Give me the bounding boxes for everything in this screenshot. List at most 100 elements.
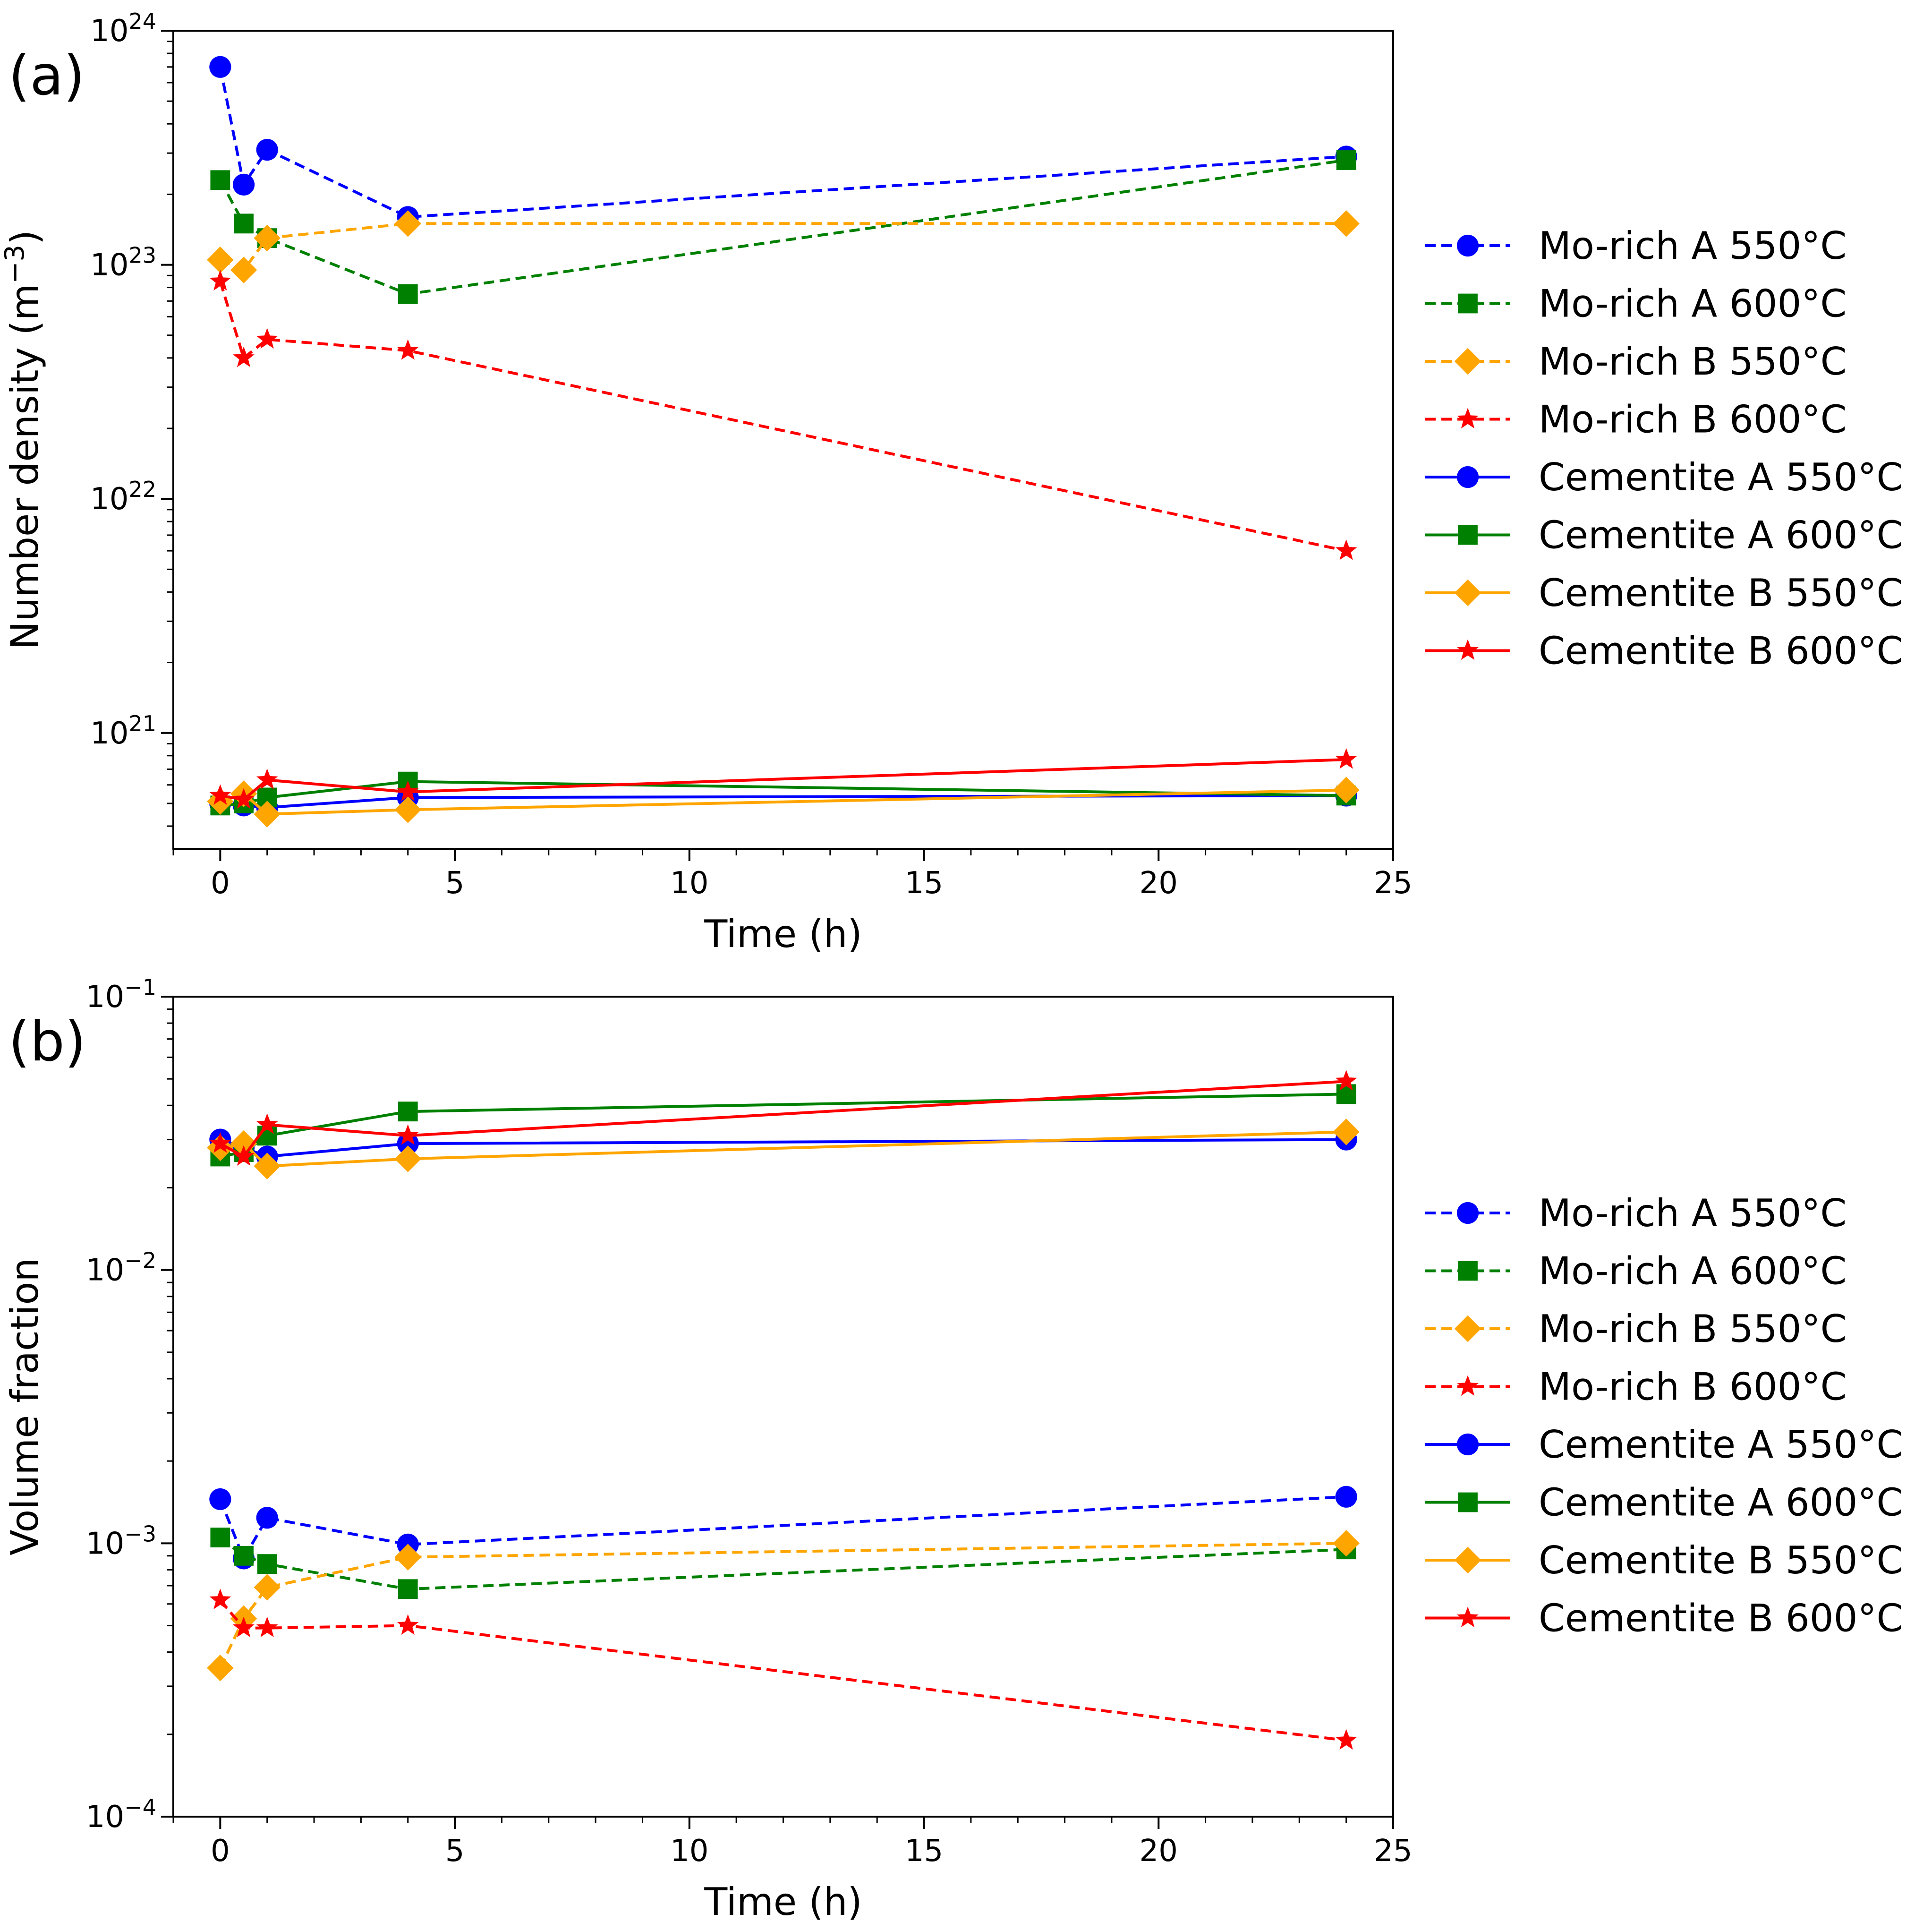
panel-b-point-mo-rich-b-600-c: [233, 1616, 255, 1638]
panel-b-point-mo-rich-a-550-c: [256, 1507, 278, 1529]
panel-a-x-axis-label: Time (h): [704, 912, 862, 956]
panel-b-line-cementite-b-550-c: [220, 1130, 1346, 1168]
panel-b-series-cementite-b-550-c: [207, 1119, 1360, 1179]
panel-a-series-mo-rich-b-550-c: [207, 210, 1360, 283]
panel-b-point-mo-rich-b-550-c: [1333, 1530, 1360, 1557]
legend-swatch-marker: [1456, 466, 1479, 488]
legend-item-mo-rich-b-600-c: Mo-rich B 600°C: [1425, 1365, 1847, 1409]
panel-a-point-cementite-b-600-c: [233, 788, 255, 809]
panel-a-point-mo-rich-a-550-c: [232, 173, 255, 196]
panel-b-point-cementite-b-600-c: [1335, 1070, 1357, 1091]
panel-a-point-mo-rich-b-600-c: [397, 339, 419, 360]
panel-a-point-mo-rich-a-600-c: [398, 284, 418, 304]
legend-swatch-marker: [1458, 1492, 1478, 1512]
legend-item-mo-rich-b-550-c: Mo-rich B 550°C: [1425, 340, 1847, 384]
panel-b-line-mo-rich-b-600-c: [219, 1599, 1347, 1742]
panel-a-point-mo-rich-b-550-c: [394, 210, 421, 237]
panel-a-point-mo-rich-b-600-c: [233, 346, 255, 367]
panel-a-point-mo-rich-a-550-c: [256, 138, 278, 161]
panel-a-point-mo-rich-a-600-c: [234, 213, 254, 234]
legend-swatch-marker: [1456, 1202, 1479, 1224]
panel-b-panel-label: (b): [9, 1010, 86, 1074]
panel-a-point-mo-rich-b-550-c: [230, 256, 257, 283]
legend-item-cementite-a-600-c: Cementite A 600°C: [1425, 1481, 1903, 1525]
legend-swatch-marker: [1454, 1546, 1481, 1574]
panel-a-line-mo-rich-a-600-c: [219, 159, 1347, 296]
panel-a-x-tick-label: 5: [445, 866, 465, 901]
legend-item-cementite-b-600-c: Cementite B 600°C: [1425, 1597, 1903, 1640]
panel-b-point-mo-rich-b-600-c: [1335, 1729, 1357, 1750]
legend-item-mo-rich-a-600-c: Mo-rich A 600°C: [1425, 1249, 1847, 1293]
panel-a-line-mo-rich-a-550-c: [219, 67, 1346, 219]
panel-b-y-tick-label: 10−2: [86, 1248, 156, 1288]
panel-b-point-cementite-b-550-c: [230, 1130, 257, 1157]
panel-b-point-cementite-b-550-c: [394, 1145, 421, 1172]
panel-a-y-tick-label: 1023: [90, 243, 156, 283]
panel-b-x-tick-label: 25: [1374, 1834, 1412, 1869]
panel-a-legend: Mo-rich A 550°C Mo-rich A 600°C Mo-rich B …: [1425, 224, 1903, 673]
panel-a: 0 5 10 15 20 25 1021 1022 1023 1024 Time (h) Number…: [0, 9, 1903, 956]
panel-b-legend: Mo-rich A 550°C Mo-rich A 600°C Mo-rich B …: [1425, 1191, 1903, 1640]
panel-a-y-tick-label: 1022: [90, 477, 156, 517]
legend-label: Mo-rich B 600°C: [1539, 1365, 1847, 1409]
panel-a-x-tick-label: 15: [905, 866, 943, 901]
legend-swatch-marker: [1454, 579, 1481, 606]
legend-swatch-marker: [1458, 525, 1478, 545]
legend-label: Mo-rich B 600°C: [1539, 398, 1847, 442]
panel-b-x-tick-label: 15: [905, 1834, 943, 1869]
panel-a-point-mo-rich-b-550-c: [1333, 210, 1360, 237]
legend-label: Mo-rich A 600°C: [1539, 282, 1847, 326]
legend-swatch-marker: [1457, 639, 1479, 660]
panel-a-point-mo-rich-b-600-c: [256, 328, 278, 349]
panel-b-line-mo-rich-b-550-c: [219, 1542, 1346, 1669]
legend-label: Mo-rich A 600°C: [1539, 1249, 1847, 1293]
panel-b-point-mo-rich-b-550-c: [207, 1654, 234, 1682]
panel-a-y-axis-label: Number density (m−3): [0, 230, 47, 649]
panel-b-point-mo-rich-a-600-c: [234, 1546, 254, 1566]
panel-b-point-mo-rich-b-600-c: [397, 1614, 419, 1635]
panel-b-point-mo-rich-b-600-c: [209, 1588, 231, 1609]
panel-b-line-mo-rich-a-600-c: [219, 1536, 1346, 1591]
panel-b-y-tick-label: 10−4: [86, 1794, 156, 1835]
panel-a-point-cementite-b-600-c: [397, 780, 419, 801]
legend-item-cementite-a-600-c: Cementite A 600°C: [1425, 513, 1903, 557]
panel-a-line-cementite-b-550-c: [220, 788, 1346, 816]
panel-b: 0 5 10 15 20 25 10−4 10−3 10−2 10−1 Time (h) Volume…: [3, 974, 1903, 1924]
legend-label: Cementite B 600°C: [1539, 629, 1903, 673]
legend-item-mo-rich-a-550-c: Mo-rich A 550°C: [1425, 1191, 1847, 1235]
panel-a-x-tick-label: 10: [670, 866, 708, 901]
panel-a-point-mo-rich-a-600-c: [1336, 150, 1356, 170]
panel-b-series-mo-rich-b-600-c: [209, 1588, 1357, 1750]
panel-a-point-cementite-b-550-c: [254, 801, 281, 828]
legend-swatch-marker: [1457, 1375, 1479, 1396]
panel-a-point-cementite-b-600-c: [256, 769, 278, 789]
panel-b-line-mo-rich-a-550-c: [219, 1495, 1346, 1562]
panel-a-x-tick-label: 25: [1374, 866, 1412, 901]
legend-label: Mo-rich B 550°C: [1539, 1307, 1847, 1351]
legend-item-cementite-b-550-c: Cementite B 550°C: [1425, 1538, 1903, 1582]
panel-a-panel-label: (a): [9, 44, 85, 108]
legend-label: Cementite B 550°C: [1539, 571, 1903, 615]
legend-item-cementite-a-550-c: Cementite A 550°C: [1425, 455, 1903, 499]
legend-item-cementite-b-550-c: Cementite B 550°C: [1425, 571, 1903, 615]
legend-label: Cementite A 600°C: [1539, 1481, 1903, 1525]
panel-b-point-mo-rich-a-600-c: [257, 1554, 277, 1574]
panel-a-point-cementite-b-600-c: [1335, 748, 1357, 769]
legend-swatch-marker: [1456, 234, 1479, 257]
panel-a-point-mo-rich-b-600-c: [1335, 539, 1357, 560]
panel-a-series-mo-rich-b-600-c: [209, 270, 1357, 560]
panel-b-y-tick-label: 10−3: [86, 1521, 156, 1561]
panel-a-point-cementite-b-550-c: [394, 796, 421, 823]
legend-label: Cementite B 550°C: [1539, 1538, 1903, 1582]
panel-b-point-cementite-b-600-c: [233, 1145, 255, 1166]
legend-label: Mo-rich B 550°C: [1539, 340, 1847, 384]
panel-a-y-tick-label: 1024: [90, 9, 156, 49]
legend-label: Cementite B 600°C: [1539, 1597, 1903, 1640]
panel-a-point-cementite-b-550-c: [207, 788, 234, 815]
panel-b-series-cementite-a-600-c: [210, 1084, 1356, 1167]
panel-b-point-cementite-b-550-c: [1333, 1119, 1360, 1145]
legend-label: Cementite A 550°C: [1539, 1423, 1903, 1467]
legend-label: Mo-rich A 550°C: [1539, 224, 1847, 268]
panel-b-point-mo-rich-a-550-c: [1335, 1486, 1357, 1508]
panel-a-point-mo-rich-b-550-c: [254, 224, 281, 252]
